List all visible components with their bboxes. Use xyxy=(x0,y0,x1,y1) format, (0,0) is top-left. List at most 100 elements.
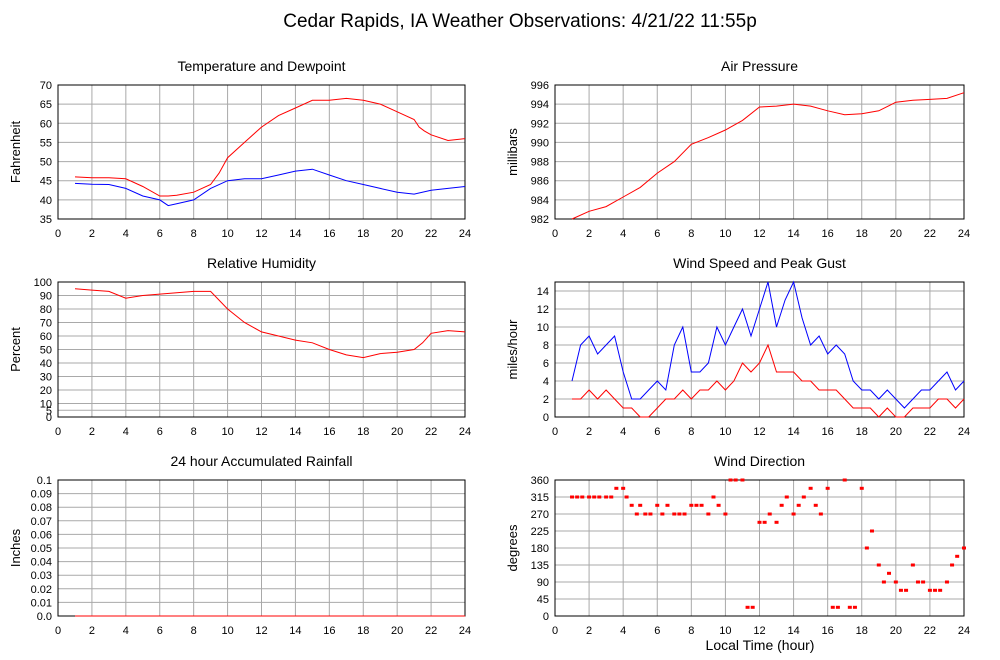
y-tick-label: 315 xyxy=(531,492,549,504)
x-tick-label: 12 xyxy=(753,426,765,438)
y-tick-label: 0.08 xyxy=(31,502,52,514)
data-point xyxy=(921,580,926,584)
chart-temp: Temperature and DewpointFahrenheit354045… xyxy=(8,58,471,240)
x-tick-label: 20 xyxy=(890,426,902,438)
data-point xyxy=(852,605,857,609)
y-tick-label: 982 xyxy=(531,214,549,226)
x-tick-label: 10 xyxy=(719,625,731,637)
x-tick-label: 24 xyxy=(958,625,970,637)
data-point xyxy=(864,546,869,550)
y-tick-label: 988 xyxy=(531,157,549,169)
y-tick-label: 80 xyxy=(40,304,52,316)
x-tick-label: 8 xyxy=(688,426,694,438)
charts-group: Temperature and DewpointFahrenheit354045… xyxy=(8,58,970,637)
series-line-1 xyxy=(571,280,965,409)
y-tick-label: 6 xyxy=(543,358,549,370)
x-tick-label: 4 xyxy=(620,426,626,438)
data-point xyxy=(665,503,670,507)
y-axis-label: Fahrenheit xyxy=(8,121,23,184)
x-tick-label: 20 xyxy=(890,228,902,240)
y-tick-label: 40 xyxy=(40,195,52,207)
x-tick-label: 12 xyxy=(255,228,267,240)
chart-title: Wind Direction xyxy=(714,453,805,469)
x-tick-label: 14 xyxy=(787,228,799,240)
y-tick-label: 30 xyxy=(40,372,52,384)
data-point xyxy=(609,495,614,499)
x-tick-label: 22 xyxy=(425,426,437,438)
data-point xyxy=(774,520,779,524)
series-line-2 xyxy=(572,343,965,418)
series-line-1 xyxy=(74,97,466,197)
data-point xyxy=(887,571,892,575)
y-tick-label: 0.0 xyxy=(37,611,52,623)
data-point xyxy=(711,495,716,499)
y-tick-label: 65 xyxy=(40,99,52,111)
data-point xyxy=(767,512,772,516)
data-point xyxy=(757,520,762,524)
data-point xyxy=(677,512,682,516)
y-tick-label: 0 xyxy=(543,412,549,424)
page-title: Cedar Rapids, IA Weather Observations: 4… xyxy=(283,11,757,32)
y-tick-label: 270 xyxy=(531,509,549,521)
y-tick-label: 0 xyxy=(543,611,549,623)
data-point xyxy=(638,503,643,507)
y-tick-label: 996 xyxy=(531,80,549,92)
data-point xyxy=(881,580,886,584)
y-tick-label: 10 xyxy=(40,399,52,411)
x-tick-label: 8 xyxy=(191,228,197,240)
y-tick-label: 0.04 xyxy=(31,557,52,569)
x-tick-label: 16 xyxy=(822,228,834,240)
data-point xyxy=(716,503,721,507)
data-point xyxy=(648,512,653,516)
y-tick-label: 0.05 xyxy=(31,543,52,555)
x-tick-label: 24 xyxy=(958,228,970,240)
x-tick-label: 6 xyxy=(157,228,163,240)
y-tick-label: 55 xyxy=(40,137,52,149)
y-tick-label: 14 xyxy=(537,286,549,298)
y-tick-label: 10 xyxy=(537,322,549,334)
chart-title: 24 hour Accumulated Rainfall xyxy=(170,453,352,469)
x-tick-label: 20 xyxy=(391,228,403,240)
x-tick-label: 14 xyxy=(289,228,301,240)
data-point xyxy=(580,495,585,499)
data-point xyxy=(898,588,903,592)
chart-direction: Wind Directiondegrees0459013518022527031… xyxy=(505,453,970,637)
y-tick-label: 135 xyxy=(531,560,549,572)
x-tick-label: 16 xyxy=(323,625,335,637)
x-tick-label: 0 xyxy=(552,625,558,637)
x-tick-label: 4 xyxy=(620,228,626,240)
data-point xyxy=(933,588,938,592)
data-point xyxy=(801,495,806,499)
x-tick-label: 10 xyxy=(719,426,731,438)
x-tick-label: 22 xyxy=(924,228,936,240)
chart-title: Relative Humidity xyxy=(207,255,316,271)
y-tick-label: 70 xyxy=(40,318,52,330)
y-tick-label: 984 xyxy=(531,195,549,207)
y-tick-label: 0.1 xyxy=(37,475,52,487)
x-tick-label: 0 xyxy=(55,625,61,637)
data-point xyxy=(876,563,881,567)
x-tick-label: 2 xyxy=(586,228,592,240)
x-tick-label: 18 xyxy=(856,625,868,637)
y-tick-label: 225 xyxy=(531,526,549,538)
y-tick-label: 0.03 xyxy=(31,570,52,582)
data-point xyxy=(699,503,704,507)
y-tick-label: 50 xyxy=(40,157,52,169)
x-tick-label: 18 xyxy=(357,625,369,637)
x-tick-label: 8 xyxy=(191,625,197,637)
chart-title: Wind Speed and Peak Gust xyxy=(673,255,846,271)
y-tick-label: 12 xyxy=(537,304,549,316)
y-tick-label: 40 xyxy=(40,358,52,370)
data-point xyxy=(624,495,629,499)
x-tick-label: 20 xyxy=(890,625,902,637)
data-point xyxy=(938,588,943,592)
chart-rain: 24 hour Accumulated Rainfall Inches 0.0 0.0… xyxy=(8,453,471,637)
x-tick-label: 0 xyxy=(55,228,61,240)
data-point xyxy=(570,495,575,499)
data-point xyxy=(706,512,711,516)
data-point xyxy=(592,495,597,499)
data-point xyxy=(825,486,830,490)
x-tick-label: 22 xyxy=(425,625,437,637)
plot-border xyxy=(554,84,965,220)
y-axis-label: Inches xyxy=(8,528,23,567)
